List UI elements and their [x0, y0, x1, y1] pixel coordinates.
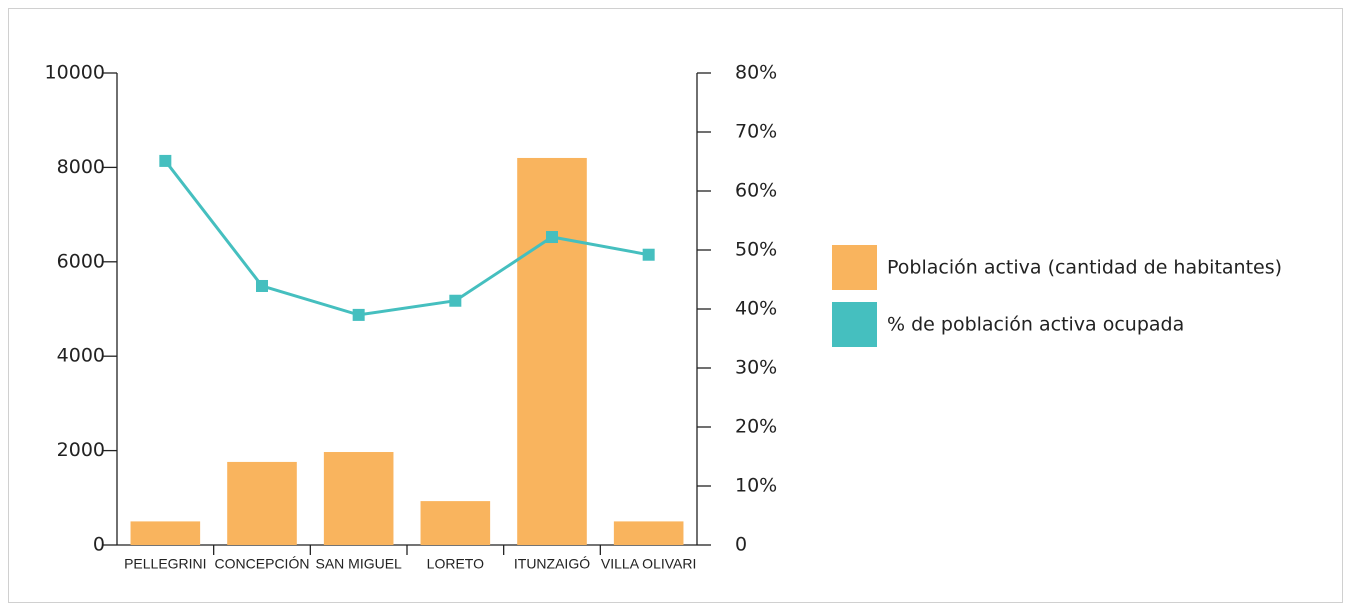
- bar: [420, 501, 491, 545]
- marker: [642, 248, 655, 261]
- marker: [256, 279, 268, 292]
- y-tick-label: 6000: [57, 250, 105, 272]
- x-tick-label: PELLEGRINI: [124, 556, 206, 572]
- marker: [159, 154, 172, 167]
- legend-swatch: [832, 302, 877, 347]
- legend-swatch: [832, 245, 877, 290]
- marker: [449, 294, 462, 307]
- bar: [613, 521, 684, 545]
- y2-tick-label: 40%: [735, 298, 777, 320]
- y2-tick-label: 30%: [735, 357, 777, 379]
- x-tick-label: ITUNZAIGÓ: [514, 556, 590, 572]
- line: [164, 159, 649, 317]
- frame: [8, 8, 1343, 603]
- x-tick-label: LORETO: [427, 556, 484, 572]
- legend-label: % de población activa ocupada: [887, 314, 1184, 336]
- y2-tick-label: 10%: [735, 475, 777, 497]
- bar: [323, 452, 394, 545]
- y-tick-label: 2000: [57, 439, 105, 461]
- y-tick-label: 4000: [57, 345, 105, 367]
- y2-tick-label: 70%: [735, 121, 777, 143]
- y-tick-label: 8000: [57, 156, 105, 178]
- y-tick-label: 0: [93, 534, 105, 556]
- bar: [227, 461, 297, 545]
- x-tick-label: CONCEPCIÓN: [215, 556, 310, 572]
- x-tick-label: SAN MIGUEL: [315, 556, 402, 572]
- y2-tick-label: 0: [735, 534, 747, 556]
- legend-label: Población activa (cantidad de habitantes…: [887, 257, 1282, 279]
- marker: [546, 231, 558, 244]
- y2-tick-label: 80%: [735, 62, 777, 84]
- bar: [130, 521, 201, 545]
- y-tick-label: 10000: [45, 62, 105, 84]
- x-tick-label: VILLA OLIVARI: [601, 556, 696, 572]
- marker: [352, 308, 365, 321]
- y2-tick-label: 50%: [735, 239, 777, 261]
- y2-tick-label: 60%: [735, 180, 777, 202]
- bar: [517, 157, 587, 545]
- y2-tick-label: 20%: [735, 416, 777, 438]
